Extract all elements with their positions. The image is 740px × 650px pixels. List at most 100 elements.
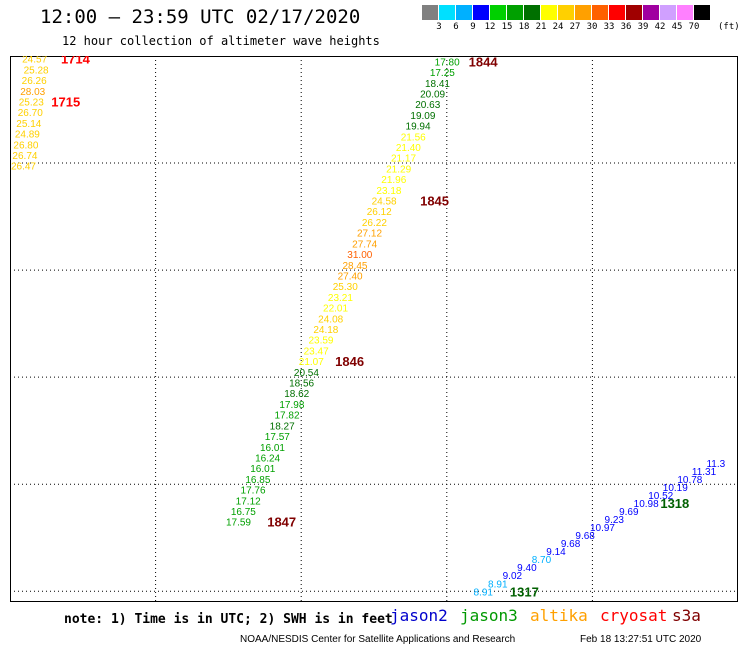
swh-value: 20.09 xyxy=(420,89,445,100)
swh-value: 21.96 xyxy=(381,175,406,186)
pass-time-label: 1845 xyxy=(420,194,449,209)
swh-value: 17.57 xyxy=(265,432,290,443)
swh-value: 10.52 xyxy=(648,491,673,502)
swh-value: 25.14 xyxy=(16,119,41,130)
legend-swatch xyxy=(558,5,575,20)
legend-swatch xyxy=(575,5,592,20)
swh-value: 26.74 xyxy=(12,151,37,162)
swh-value: 20.54 xyxy=(294,368,319,379)
swh-value: 27.12 xyxy=(357,229,382,240)
swh-value: 23.59 xyxy=(308,336,333,347)
legend-swatch xyxy=(473,5,490,20)
swh-value: 26.12 xyxy=(367,207,392,218)
wave-height-map: -150-147-144-141-138-135-50-52-54-56-58-… xyxy=(10,56,738,602)
swh-value: 9.69 xyxy=(619,507,639,518)
legend-bin-label: 42 xyxy=(654,22,666,32)
swh-value: 11.31 xyxy=(692,467,717,478)
swh-value: 8.91 xyxy=(488,579,508,590)
legend-swatch xyxy=(422,5,439,20)
color-legend-labels: 3 6 9 12 15 18 21 24 27 30 33 36 39 42 45 70 xyxy=(422,22,740,34)
swh-value: 24.89 xyxy=(15,130,40,141)
swh-value: 8.70 xyxy=(532,555,552,566)
swh-value: 19.94 xyxy=(406,122,431,133)
swh-value: 17.82 xyxy=(275,411,300,422)
legend-swatch xyxy=(524,5,541,20)
legend-swatch xyxy=(660,5,677,20)
legend-swatch xyxy=(490,5,507,20)
swh-value: 17.59 xyxy=(226,518,251,529)
legend-bin-label: 9 xyxy=(470,22,476,32)
swh-value: 11.3 xyxy=(706,459,725,470)
swh-value: 21.40 xyxy=(396,143,421,154)
swh-value: 18.56 xyxy=(289,379,314,390)
legend-bin-label: 6 xyxy=(453,22,459,32)
legend-bin-label: 27 xyxy=(569,22,581,32)
swh-value: 16.75 xyxy=(231,507,256,518)
swh-value: 24.58 xyxy=(372,197,397,208)
legend-swatch xyxy=(626,5,643,20)
swh-value: 9.02 xyxy=(503,571,523,582)
swh-value: 24.08 xyxy=(318,314,343,325)
legend-altika: altika xyxy=(530,606,588,625)
swh-value: 16.85 xyxy=(245,475,270,486)
swh-value: 9.68 xyxy=(561,539,581,550)
swh-value: 26.26 xyxy=(22,76,47,87)
legend-jason2: jason2 xyxy=(390,606,448,625)
legend-s3a: s3a xyxy=(672,606,701,625)
legend-bin-label: 15 xyxy=(501,22,513,32)
swh-value: 16.01 xyxy=(260,443,285,454)
legend-swatch xyxy=(643,5,660,20)
swh-value: 28.45 xyxy=(342,261,367,272)
swh-value: 10.98 xyxy=(634,499,659,510)
swh-value: 9.23 xyxy=(605,515,625,526)
legend-bin-label: 21 xyxy=(535,22,547,32)
legend-swatch xyxy=(677,5,694,20)
pass-time-label: 1715 xyxy=(51,95,80,110)
swh-value: 19.09 xyxy=(410,111,435,122)
swh-value: 28.03 xyxy=(20,87,45,98)
legend-bin-label: 3 xyxy=(436,22,442,32)
pass-time-label: 1317 xyxy=(510,584,539,599)
swh-value: 26.47 xyxy=(11,162,36,173)
swh-value: 10.78 xyxy=(677,475,702,486)
legend-bin-label: 33 xyxy=(603,22,615,32)
legend-bin-label: 39 xyxy=(637,22,649,32)
swh-value: 26.80 xyxy=(13,140,38,151)
swh-value: 21.29 xyxy=(386,164,411,175)
pass-time-label: 1846 xyxy=(335,354,364,369)
swh-value: 8.91 xyxy=(473,587,493,598)
swh-value: 18.27 xyxy=(270,421,295,432)
chart-subtitle: 12 hour collection of altimeter wave hei… xyxy=(62,34,380,48)
swh-value: 21.56 xyxy=(401,132,426,143)
legend-swatch xyxy=(592,5,609,20)
swh-value: 25.23 xyxy=(19,98,44,109)
legend-bin-label: 12 xyxy=(484,22,496,32)
swh-value: 16.24 xyxy=(255,453,280,464)
swh-value: 22.01 xyxy=(323,304,348,315)
swh-value: 21.07 xyxy=(299,357,324,368)
legend-bin-label: 30 xyxy=(586,22,598,32)
swh-value: 25.28 xyxy=(24,65,49,76)
swh-value: 24.18 xyxy=(313,325,338,336)
swh-value: 9.68 xyxy=(575,531,595,542)
swh-value: 23.18 xyxy=(376,186,401,197)
swh-value: 18.62 xyxy=(284,389,309,400)
legend-unit: (ft) xyxy=(718,22,740,32)
legend-bin-label: 36 xyxy=(620,22,632,32)
legend-bin-label: 70 xyxy=(688,22,700,32)
swh-value: 23.47 xyxy=(304,346,329,357)
swh-value: 31.00 xyxy=(347,250,372,261)
swh-value: 25.30 xyxy=(333,282,358,293)
legend-jason3: jason3 xyxy=(460,606,518,625)
chart-title: 12:00 – 23:59 UTC 02/17/2020 xyxy=(40,6,361,28)
pass-time-label: 1847 xyxy=(267,515,296,530)
legend-swatch xyxy=(609,5,626,20)
swh-value: 17.76 xyxy=(241,486,266,497)
swh-value: 17.98 xyxy=(279,400,304,411)
swh-value: 17.12 xyxy=(236,496,261,507)
pass-time-label: 1844 xyxy=(469,56,499,69)
swh-value: 27.74 xyxy=(352,239,377,250)
legend-cryosat: cryosat xyxy=(600,606,668,625)
swh-value: 10.97 xyxy=(590,523,615,534)
pass-time-label: 1318 xyxy=(660,496,689,511)
